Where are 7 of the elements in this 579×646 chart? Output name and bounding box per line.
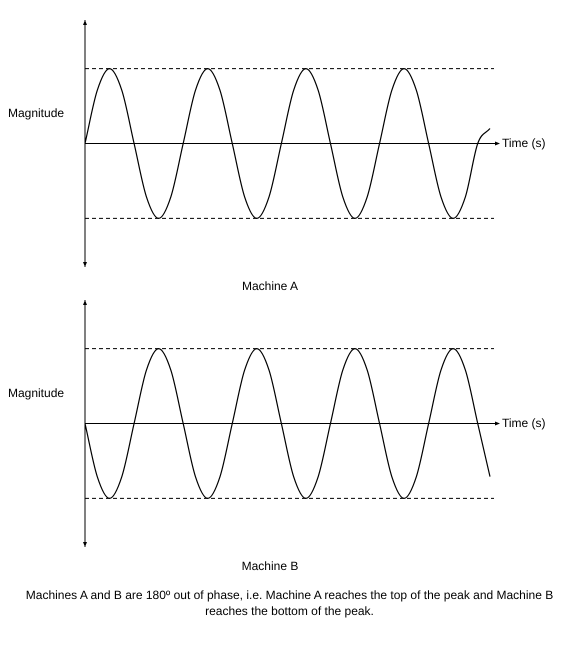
text: Machine A [240, 279, 300, 293]
text: Machine B [240, 559, 300, 573]
y-axis-title: Magnitude [8, 106, 64, 120]
y-axis-title: Magnitude [8, 386, 64, 400]
text: Machines A and B are 180º out of phase, i.e. Machine A reaches the top of the peak and Machine B reaches the bottom of the peak. [24, 587, 554, 619]
x-axis-title: Time (s) [502, 136, 546, 150]
x-axis-title: Time (s) [502, 416, 546, 430]
